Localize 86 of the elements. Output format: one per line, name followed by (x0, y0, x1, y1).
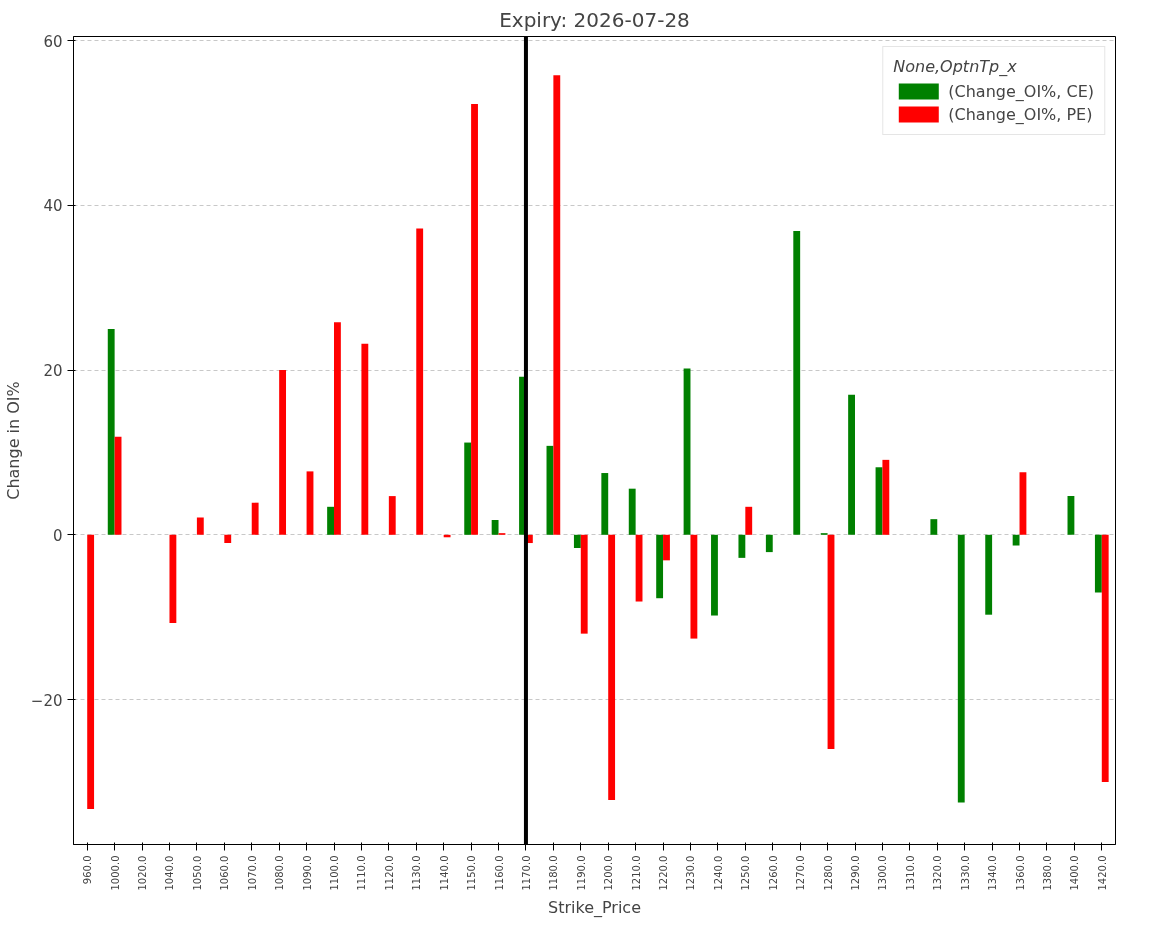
bar (656, 534, 664, 599)
bar (224, 534, 232, 544)
bar (745, 506, 753, 535)
x-tick-label: 1260.0 (767, 855, 779, 891)
legend-label: (Change_OI%, CE) (948, 81, 1094, 101)
y-tick-label: 0 (52, 526, 63, 545)
x-tick-label: 1070.0 (246, 855, 258, 891)
bar (580, 534, 588, 634)
x-tick-label: 1200.0 (603, 855, 615, 891)
x-tick-label: 1000.0 (109, 855, 121, 891)
x-tick-label: 1020.0 (137, 855, 149, 891)
x-tick-label: 960.0 (82, 855, 94, 885)
bar (196, 517, 204, 535)
bar (491, 519, 499, 535)
bar (1012, 534, 1020, 546)
x-tick-label: 1160.0 (493, 855, 505, 891)
x-tick-label: 1170.0 (520, 855, 532, 891)
x-tick-label: 1280.0 (822, 855, 834, 891)
bar (464, 442, 472, 535)
bar (388, 496, 396, 535)
bar (327, 506, 334, 535)
bar (601, 473, 609, 535)
x-tick-label: 1310.0 (904, 855, 916, 891)
y-tick-label: 60 (43, 32, 63, 51)
x-tick-label: 1400.0 (1069, 855, 1081, 891)
bar (279, 370, 287, 535)
x-tick-label: 1320.0 (932, 855, 944, 891)
bar (628, 488, 636, 535)
bar (711, 534, 718, 616)
x-tick-label: 1100.0 (329, 855, 340, 891)
bar (87, 534, 95, 810)
x-tick-label: 1130.0 (411, 855, 423, 891)
x-tick-label: 1060.0 (219, 855, 231, 891)
x-tick-label: 1230.0 (685, 855, 697, 891)
bar (957, 534, 965, 803)
x-tick-label: 1110.0 (356, 855, 368, 891)
x-tick-label: 1040.0 (164, 855, 176, 891)
bar (169, 534, 177, 623)
bar (416, 228, 424, 535)
x-tick-label: 1180.0 (548, 855, 560, 891)
y-tick-label: 40 (43, 197, 63, 216)
x-tick-label: 1270.0 (795, 855, 807, 891)
legend-label: (Change_OI%, PE) (948, 104, 1093, 124)
bar (573, 534, 581, 548)
x-tick-label: 1290.0 (850, 855, 861, 891)
bar (738, 534, 746, 558)
x-tick-label: 1330.0 (959, 855, 971, 891)
bar (765, 534, 773, 553)
bar (608, 534, 616, 801)
bar (663, 534, 670, 561)
x-tick-label: 1140.0 (438, 855, 450, 891)
bar (882, 459, 890, 535)
y-axis-title: Change in OI% (3, 381, 23, 500)
x-tick-label: 1080.0 (274, 855, 286, 891)
chart-title: Expiry: 2026-07-28 (499, 7, 690, 32)
x-tick-label: 1420.0 (1096, 855, 1108, 891)
bar (471, 104, 478, 535)
x-tick-label: 1360.0 (1014, 855, 1026, 891)
x-tick-label: 1210.0 (630, 855, 642, 891)
x-tick-label: 1050.0 (191, 855, 203, 891)
x-tick-label: 1150.0 (466, 855, 478, 891)
y-tick-label: 20 (43, 362, 63, 381)
bar (107, 328, 115, 535)
x-tick-label: 1240.0 (712, 855, 724, 891)
x-tick-label: 1220.0 (658, 855, 670, 891)
y-tick-label: −20 (30, 691, 63, 710)
bar (1101, 534, 1109, 782)
bar (793, 230, 801, 535)
x-tick-label: 1380.0 (1041, 855, 1053, 891)
bar (985, 534, 993, 615)
bar (553, 75, 561, 535)
bar (1094, 534, 1102, 593)
x-tick-label: 1190.0 (575, 855, 587, 891)
bar (690, 534, 698, 639)
legend-title: None,OptnTp_x (893, 57, 1018, 76)
bar (930, 519, 938, 535)
x-tick-label: 1120.0 (383, 855, 395, 891)
x-tick-label: 1090.0 (301, 855, 313, 891)
x-tick-label: 1300.0 (877, 855, 889, 891)
bar (334, 322, 341, 535)
x-axis-title: Strike_Price (547, 898, 642, 919)
x-tick-label: 1250.0 (740, 855, 752, 891)
bar (361, 343, 369, 535)
bar (848, 394, 855, 535)
bar (251, 502, 259, 535)
x-tick-label: 1340.0 (987, 855, 999, 891)
